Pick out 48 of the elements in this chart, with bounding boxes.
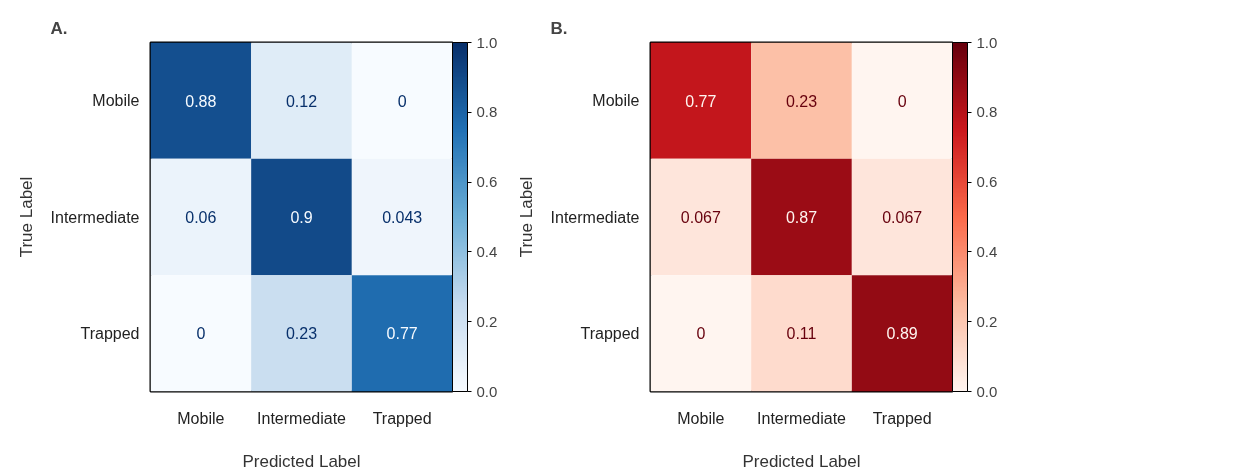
color-bar-label: 0.8 xyxy=(476,103,498,121)
color-bar-label: 0.0 xyxy=(976,382,998,400)
x-tick-label: Mobile xyxy=(677,409,725,427)
data-label: 0.23 xyxy=(785,92,818,110)
data-label: 0.067 xyxy=(680,209,721,226)
data-label: 0.87 xyxy=(785,209,818,226)
color-bar-label: 0.0 xyxy=(476,382,498,400)
x-axis-title: Predicted Label xyxy=(242,451,361,471)
data-label: 0.77 xyxy=(685,92,717,110)
x-tick-label: Intermediate xyxy=(257,409,347,427)
data-label: 0.88 xyxy=(185,92,217,110)
color-bar-label: 0.2 xyxy=(976,312,998,330)
x-tick-label: Trapped xyxy=(872,409,932,427)
chart-title: B. xyxy=(550,18,568,38)
y-tick-label: Trapped xyxy=(580,324,640,342)
color-bar-label: 0.6 xyxy=(476,173,498,191)
y-tick-label: Intermediate xyxy=(550,208,640,226)
data-label: 0.11 xyxy=(786,325,817,343)
color-bar-label: 1.0 xyxy=(976,33,998,51)
color-bar-label: 0.4 xyxy=(476,242,498,260)
y-tick-label: Mobile xyxy=(592,92,640,110)
color-bar-label: 1.0 xyxy=(476,33,498,51)
data-label: 0.77 xyxy=(386,325,418,343)
data-label: 0.23 xyxy=(285,325,318,343)
y-tick-label: Mobile xyxy=(92,92,140,110)
data-label: 0 xyxy=(196,325,206,343)
data-label: 0.9 xyxy=(290,209,313,226)
color-bar-label: 0.4 xyxy=(976,242,998,260)
y-tick-label: Intermediate xyxy=(50,208,140,226)
x-axis-title: Predicted Label xyxy=(742,451,861,471)
data-label: 0.06 xyxy=(185,209,217,226)
y-tick-label: Trapped xyxy=(80,324,140,342)
data-label: 0.89 xyxy=(886,325,918,343)
data-label: 0.067 xyxy=(882,209,923,226)
data-label: 0 xyxy=(397,92,407,110)
x-tick-label: Mobile xyxy=(177,409,225,427)
x-tick-label: Trapped xyxy=(372,409,432,427)
color-bar-label: 0.2 xyxy=(476,312,498,330)
x-tick-label: Intermediate xyxy=(757,409,847,427)
color-bar-label: 0.8 xyxy=(976,103,998,121)
data-label: 0 xyxy=(897,92,907,110)
y-axis-title: True Label xyxy=(16,176,36,258)
chart-title: A. xyxy=(50,18,68,38)
color-bar-label: 0.6 xyxy=(976,173,998,191)
data-label: 0.12 xyxy=(285,92,318,110)
data-label: 0 xyxy=(696,325,706,343)
data-label: 0.043 xyxy=(382,209,423,226)
y-axis-title: True Label xyxy=(516,176,536,258)
